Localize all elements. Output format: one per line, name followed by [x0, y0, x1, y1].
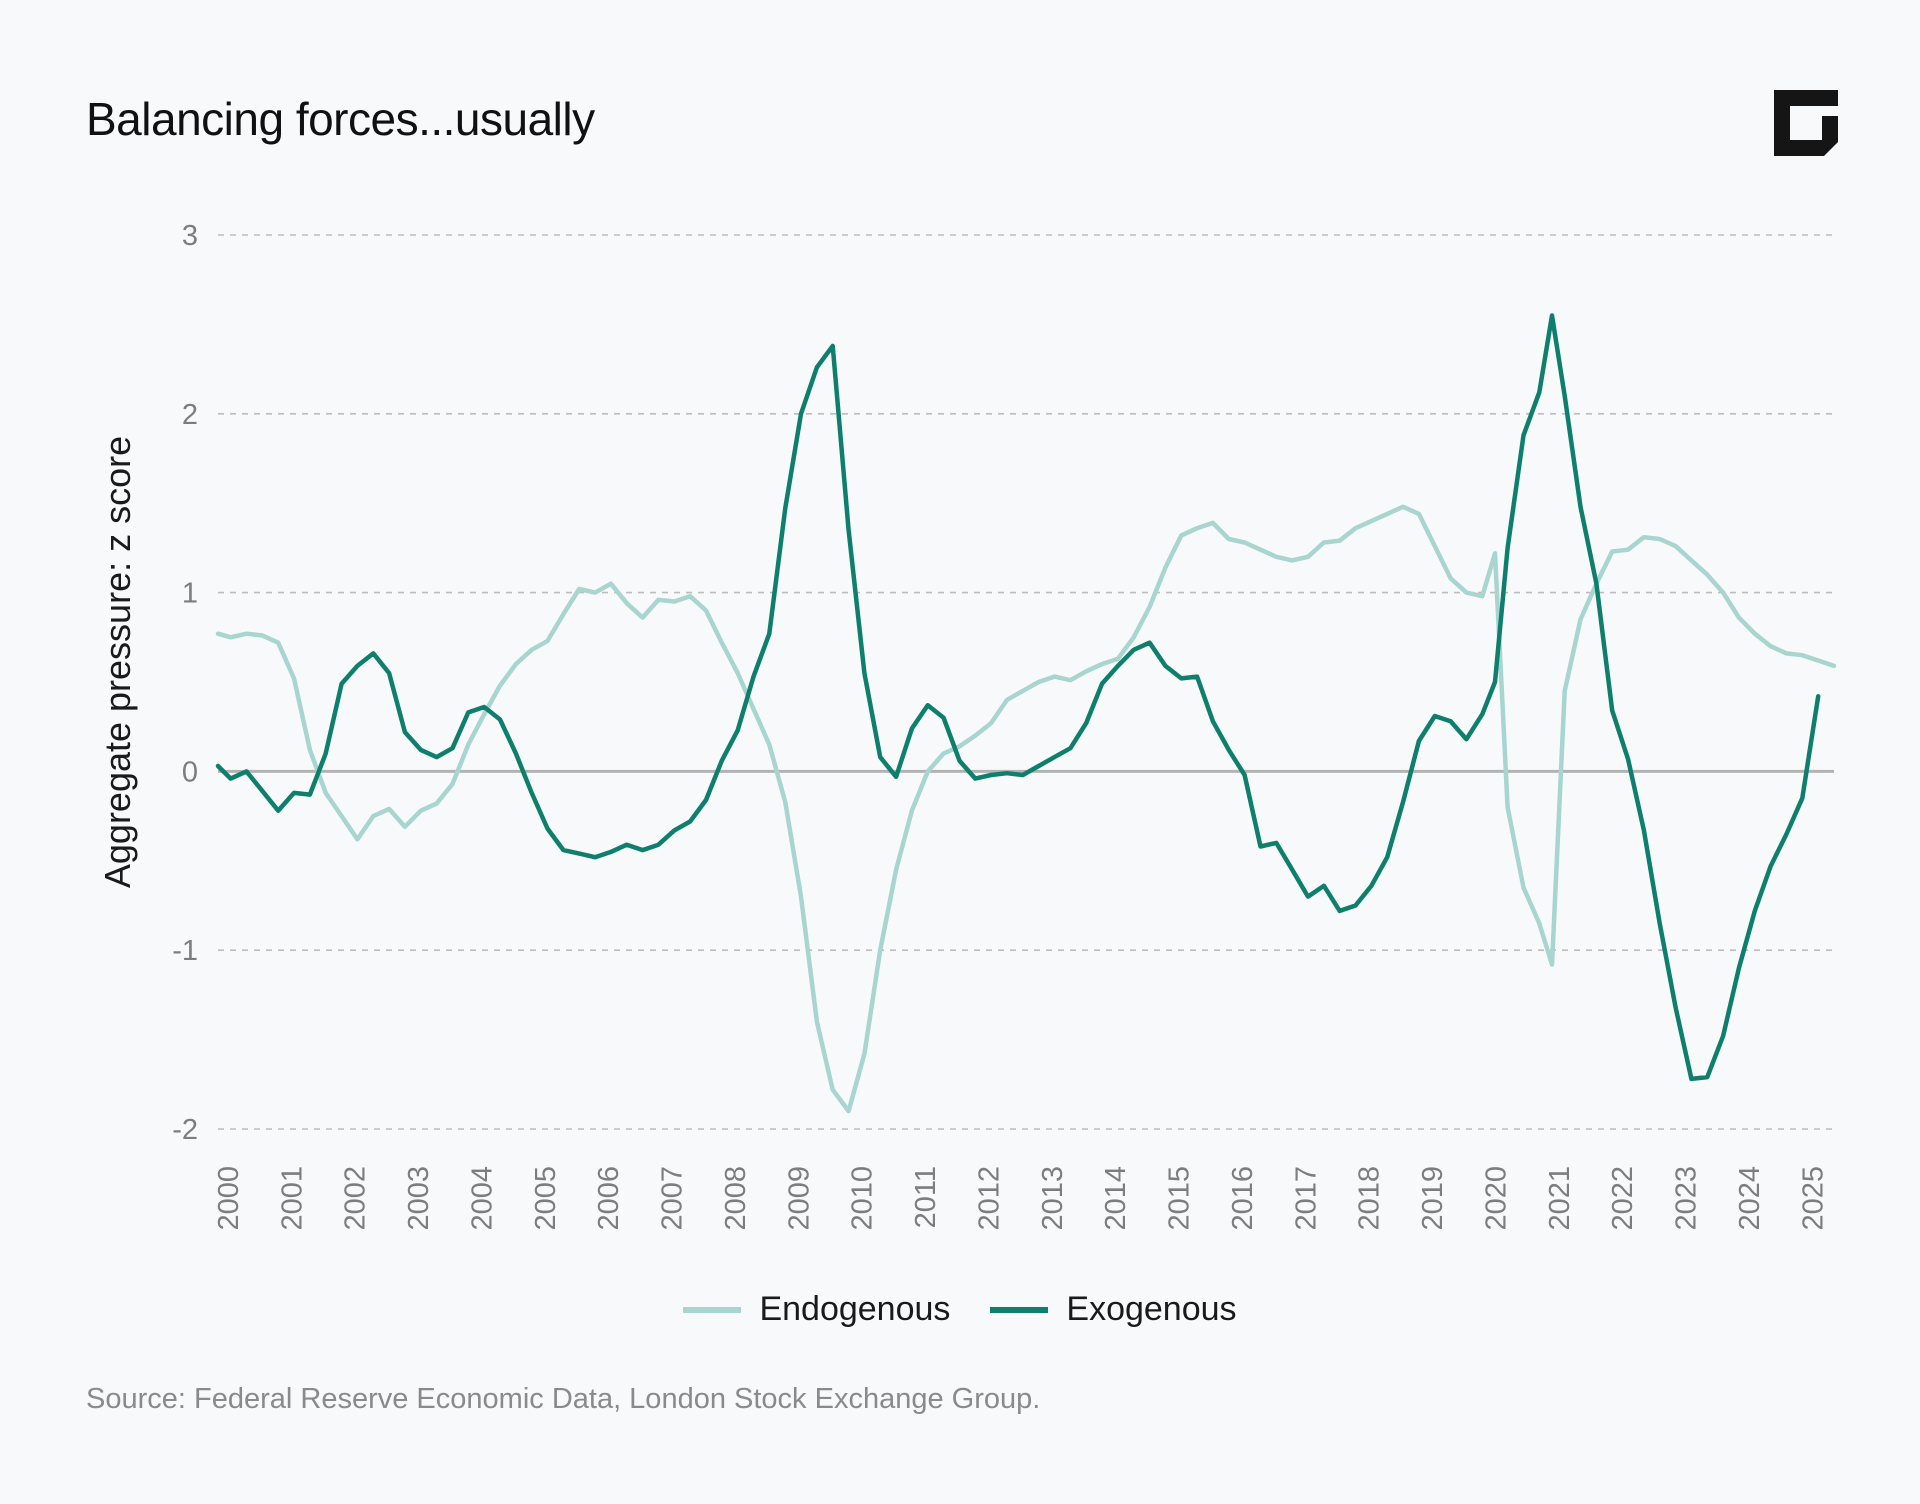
- x-tick-label-2002: 2002: [340, 1166, 372, 1231]
- x-tick-label-2019: 2019: [1417, 1166, 1449, 1231]
- y-tick-label-3: 3: [182, 220, 198, 252]
- x-tick-label-2001: 2001: [276, 1166, 308, 1231]
- x-tick-label-2005: 2005: [530, 1166, 562, 1231]
- x-tick-label-2013: 2013: [1037, 1166, 1069, 1231]
- legend-item-endogenous: Endogenous: [683, 1290, 950, 1329]
- x-tick-label-2017: 2017: [1290, 1166, 1322, 1231]
- x-tick-label-2003: 2003: [403, 1166, 435, 1231]
- x-tick-label-2000: 2000: [213, 1166, 245, 1231]
- gridlines: [218, 234, 1834, 1130]
- x-tick-label-2020: 2020: [1480, 1166, 1512, 1231]
- y-tick-label-1: 1: [182, 578, 198, 610]
- brand-logo-icon: [1774, 90, 1838, 161]
- legend-label-exogenous: Exogenous: [1066, 1290, 1237, 1328]
- x-tick-label-2018: 2018: [1354, 1166, 1386, 1231]
- x-tick-label-2008: 2008: [720, 1166, 752, 1231]
- x-tick-label-2007: 2007: [657, 1166, 689, 1231]
- x-tick-label-2023: 2023: [1671, 1166, 1703, 1231]
- x-tick-label-2009: 2009: [783, 1166, 815, 1231]
- legend-swatch-exogenous: [990, 1306, 1049, 1313]
- y-axis-label: Aggregate pressure: z score: [97, 436, 138, 888]
- series-line-exogenous: [215, 313, 1821, 1082]
- legend-label-endogenous: Endogenous: [759, 1290, 951, 1328]
- series-lines: [215, 313, 1837, 1114]
- x-tick-label-2016: 2016: [1227, 1166, 1259, 1231]
- y-axis-ticks: 3 2 1 0 -1 -2: [172, 220, 198, 1146]
- x-tick-label-2022: 2022: [1607, 1166, 1639, 1231]
- y-tick-label-0: 0: [182, 756, 198, 788]
- x-tick-label-2021: 2021: [1544, 1166, 1576, 1231]
- x-tick-label-2010: 2010: [847, 1166, 879, 1231]
- chart-title: Balancing forces...usually: [86, 93, 595, 145]
- source-note: Source: Federal Reserve Economic Data, L…: [86, 1383, 1041, 1415]
- legend: Endogenous Exogenous: [0, 1290, 1920, 1329]
- x-tick-label-2012: 2012: [973, 1166, 1005, 1231]
- x-tick-label-2006: 2006: [593, 1166, 625, 1231]
- x-tick-label-2004: 2004: [466, 1166, 498, 1231]
- x-tick-label-2024: 2024: [1734, 1166, 1766, 1231]
- legend-swatch-endogenous: [683, 1306, 742, 1313]
- x-tick-label-2014: 2014: [1100, 1166, 1132, 1231]
- x-tick-label-2015: 2015: [1164, 1166, 1196, 1231]
- y-tick-label--2: -2: [172, 1114, 198, 1146]
- y-tick-label-2: 2: [182, 399, 198, 431]
- legend-item-exogenous: Exogenous: [990, 1290, 1237, 1329]
- y-tick-label--1: -1: [172, 935, 198, 967]
- series-line-endogenous: [215, 504, 1837, 1114]
- x-axis-ticks: 2000 2001 2002 2003 2004 2005 2006 2007 2008 2009…: [213, 1166, 1829, 1231]
- x-tick-label-2011: 2011: [910, 1166, 942, 1228]
- x-tick-label-2025: 2025: [1797, 1166, 1829, 1231]
